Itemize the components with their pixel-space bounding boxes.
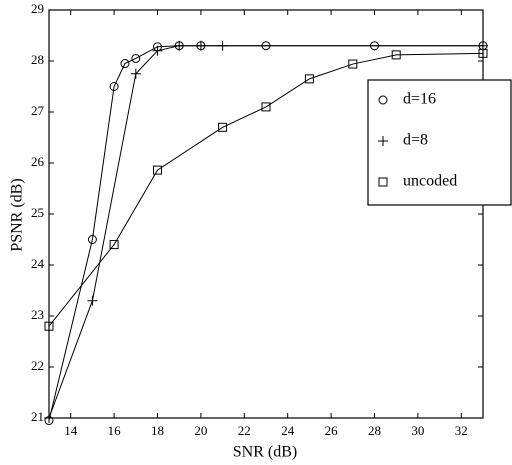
- x-tick-label: 20: [194, 423, 207, 438]
- y-tick-label: 21: [31, 409, 44, 424]
- marker: [87, 235, 97, 244]
- marker: [304, 74, 314, 84]
- x-tick-label: 28: [368, 423, 381, 438]
- marker: [217, 40, 228, 51]
- x-tick-label: 30: [411, 423, 424, 438]
- series-line: [48, 52, 484, 327]
- marker: [44, 413, 54, 423]
- y-tick-label: 22: [31, 358, 44, 373]
- legend-label: uncoded: [403, 173, 457, 190]
- marker: [109, 240, 119, 250]
- y-axis-label: PSNR (dB): [9, 178, 26, 251]
- x-tick-label: 14: [64, 423, 78, 438]
- x-tick-label: 18: [151, 423, 164, 438]
- legend-label: d=8: [403, 132, 428, 149]
- legend: d=16 d=8 uncoded: [367, 79, 512, 206]
- x-axis-label: SNR (dB): [233, 444, 297, 461]
- marker: [261, 102, 271, 112]
- marker: [391, 50, 401, 60]
- x-tick-label: 32: [455, 423, 468, 438]
- y-tick-label: 24: [31, 256, 45, 271]
- marker: [109, 82, 119, 91]
- y-tick-label: 28: [31, 52, 44, 67]
- y-tick-label: 26: [31, 154, 45, 169]
- marker: [131, 53, 141, 63]
- marker: [378, 136, 388, 146]
- x-tick-label: 26: [325, 423, 339, 438]
- marker: [87, 295, 98, 306]
- marker: [478, 48, 488, 58]
- x-tick-label: 24: [281, 423, 295, 438]
- legend-label: d=16: [403, 91, 436, 108]
- marker: [378, 95, 388, 105]
- y-tick-label: 25: [31, 205, 44, 220]
- legend-box: [367, 79, 512, 206]
- marker: [44, 321, 54, 331]
- marker: [120, 59, 130, 69]
- marker: [130, 68, 141, 79]
- y-tick-label: 29: [31, 1, 44, 16]
- x-tick-label: 22: [238, 423, 251, 438]
- marker: [174, 40, 185, 51]
- marker: [218, 122, 228, 132]
- marker: [378, 177, 388, 187]
- marker: [152, 45, 163, 56]
- marker: [153, 165, 162, 175]
- y-tick-label: 23: [31, 307, 44, 322]
- marker: [195, 40, 206, 51]
- y-tick-label: 27: [31, 103, 45, 118]
- x-tick-label: 16: [108, 423, 122, 438]
- marker: [348, 59, 358, 69]
- plot-frame: [48, 9, 484, 419]
